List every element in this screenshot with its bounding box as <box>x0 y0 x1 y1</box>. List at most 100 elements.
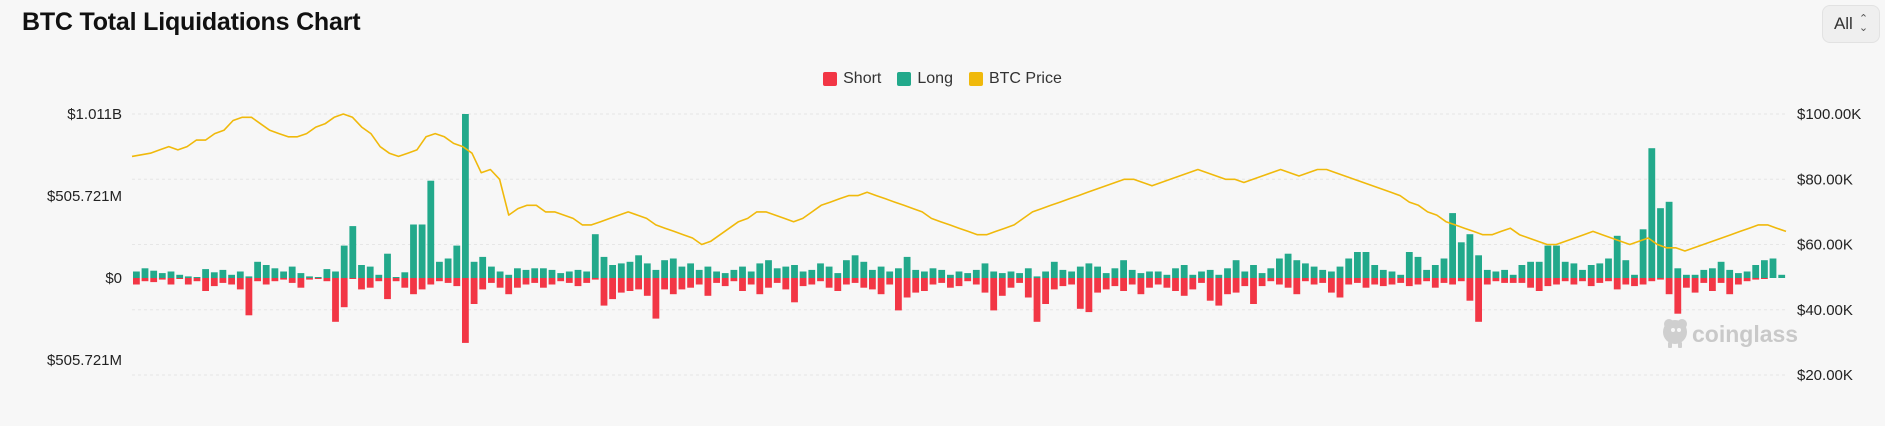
long-bar[interactable] <box>635 255 642 278</box>
short-bar[interactable] <box>1310 278 1318 285</box>
short-bar[interactable] <box>236 278 244 290</box>
short-bar[interactable] <box>1518 278 1526 283</box>
long-bar[interactable] <box>981 263 989 278</box>
short-bar[interactable] <box>721 278 729 287</box>
short-bar[interactable] <box>1726 278 1734 295</box>
long-bar[interactable] <box>1180 265 1188 278</box>
short-bar[interactable] <box>1102 278 1110 290</box>
long-bar[interactable] <box>591 234 599 278</box>
short-bar[interactable] <box>262 278 270 285</box>
short-bar[interactable] <box>669 278 677 295</box>
long-bar[interactable] <box>1518 265 1526 278</box>
long-bar[interactable] <box>228 274 235 278</box>
short-bar[interactable] <box>488 278 495 283</box>
short-bar[interactable] <box>358 278 365 290</box>
long-bar[interactable] <box>1241 271 1249 279</box>
short-bar[interactable] <box>1319 278 1327 283</box>
long-bar[interactable] <box>1423 269 1430 278</box>
short-bar[interactable] <box>1241 278 1249 287</box>
long-bar[interactable] <box>1605 258 1612 279</box>
long-bar[interactable] <box>254 261 261 278</box>
short-bar[interactable] <box>1397 278 1405 283</box>
short-bar[interactable] <box>1198 278 1205 283</box>
short-bar[interactable] <box>860 278 868 288</box>
long-bar[interactable] <box>817 263 824 278</box>
long-bar[interactable] <box>1440 258 1448 279</box>
long-bar[interactable] <box>1457 242 1465 278</box>
short-bar[interactable] <box>1709 278 1716 291</box>
short-bar[interactable] <box>1639 278 1647 285</box>
short-bar[interactable] <box>557 278 565 282</box>
long-bar[interactable] <box>1024 268 1032 278</box>
short-bar[interactable] <box>1232 278 1240 293</box>
long-bar[interactable] <box>340 245 348 278</box>
short-bar[interactable] <box>1250 278 1257 304</box>
long-bar[interactable] <box>1111 268 1119 278</box>
short-bar[interactable] <box>938 278 946 283</box>
long-bar[interactable] <box>1483 269 1491 278</box>
short-bar[interactable] <box>1007 278 1015 288</box>
long-bar[interactable] <box>912 269 920 278</box>
short-bar[interactable] <box>1405 278 1413 287</box>
short-bar[interactable] <box>652 278 660 319</box>
short-bar[interactable] <box>583 278 591 283</box>
short-bar[interactable] <box>141 278 149 282</box>
short-bar[interactable] <box>1457 278 1465 282</box>
short-bar[interactable] <box>1622 278 1630 285</box>
long-bar[interactable] <box>825 266 833 278</box>
short-bar[interactable] <box>1068 278 1075 285</box>
long-bar[interactable] <box>1717 261 1725 278</box>
long-bar[interactable] <box>1709 268 1716 278</box>
long-bar[interactable] <box>1657 208 1664 278</box>
short-bar[interactable] <box>453 278 461 287</box>
short-bar[interactable] <box>479 278 487 290</box>
long-bar[interactable] <box>271 268 279 278</box>
long-bar[interactable] <box>747 271 755 279</box>
long-bar[interactable] <box>695 269 703 278</box>
long-bar[interactable] <box>297 273 305 278</box>
long-bar[interactable] <box>384 253 391 278</box>
short-bar[interactable] <box>1128 278 1136 285</box>
long-bar[interactable] <box>990 271 998 279</box>
short-bar[interactable] <box>565 278 573 283</box>
long-bar[interactable] <box>1007 271 1015 279</box>
long-bar[interactable] <box>1449 213 1456 278</box>
short-bar[interactable] <box>1146 278 1153 288</box>
long-bar[interactable] <box>1345 258 1353 279</box>
short-bar[interactable] <box>895 278 902 311</box>
short-bar[interactable] <box>1189 278 1197 290</box>
long-bar[interactable] <box>886 271 894 279</box>
short-bar[interactable] <box>903 278 911 298</box>
long-bar[interactable] <box>661 260 668 278</box>
long-bar[interactable] <box>358 265 365 278</box>
short-bar[interactable] <box>990 278 998 311</box>
long-bar[interactable] <box>1267 268 1275 278</box>
long-bar[interactable] <box>1527 261 1534 278</box>
short-bar[interactable] <box>314 278 322 279</box>
long-bar[interactable] <box>1154 271 1162 279</box>
short-bar[interactable] <box>1674 278 1682 314</box>
short-bar[interactable] <box>1206 278 1214 301</box>
long-bar[interactable] <box>1613 235 1621 278</box>
short-bar[interactable] <box>739 278 746 291</box>
long-bar[interactable] <box>1137 273 1145 278</box>
long-bar[interactable] <box>1128 269 1136 278</box>
short-bar[interactable] <box>981 278 989 293</box>
short-bar[interactable] <box>1120 278 1127 291</box>
long-bar[interactable] <box>1475 255 1482 278</box>
long-bar[interactable] <box>479 256 487 278</box>
long-bar[interactable] <box>1189 274 1197 278</box>
short-bar[interactable] <box>617 278 625 293</box>
long-bar[interactable] <box>1622 260 1630 278</box>
long-bar[interactable] <box>782 266 790 278</box>
long-bar[interactable] <box>1354 252 1361 278</box>
short-bar[interactable] <box>851 278 859 283</box>
short-bar[interactable] <box>1345 278 1353 285</box>
short-bar[interactable] <box>1215 278 1223 306</box>
short-bar[interactable] <box>1752 278 1760 280</box>
long-bar[interactable] <box>470 261 478 278</box>
long-bar[interactable] <box>895 268 902 278</box>
short-bar[interactable] <box>202 278 209 291</box>
long-bar[interactable] <box>306 276 313 278</box>
long-bar[interactable] <box>323 269 331 278</box>
